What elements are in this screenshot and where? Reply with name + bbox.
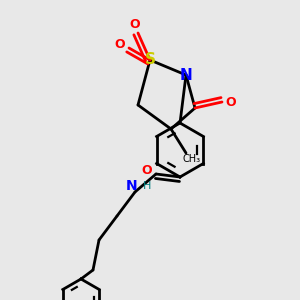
Text: H: H [143, 181, 151, 191]
Text: O: O [115, 38, 125, 52]
Text: N: N [126, 179, 138, 193]
Text: N: N [180, 68, 192, 82]
Text: S: S [145, 52, 155, 68]
Text: O: O [226, 95, 236, 109]
Text: CH₃: CH₃ [183, 154, 201, 164]
Text: O: O [142, 164, 152, 178]
Text: O: O [130, 17, 140, 31]
